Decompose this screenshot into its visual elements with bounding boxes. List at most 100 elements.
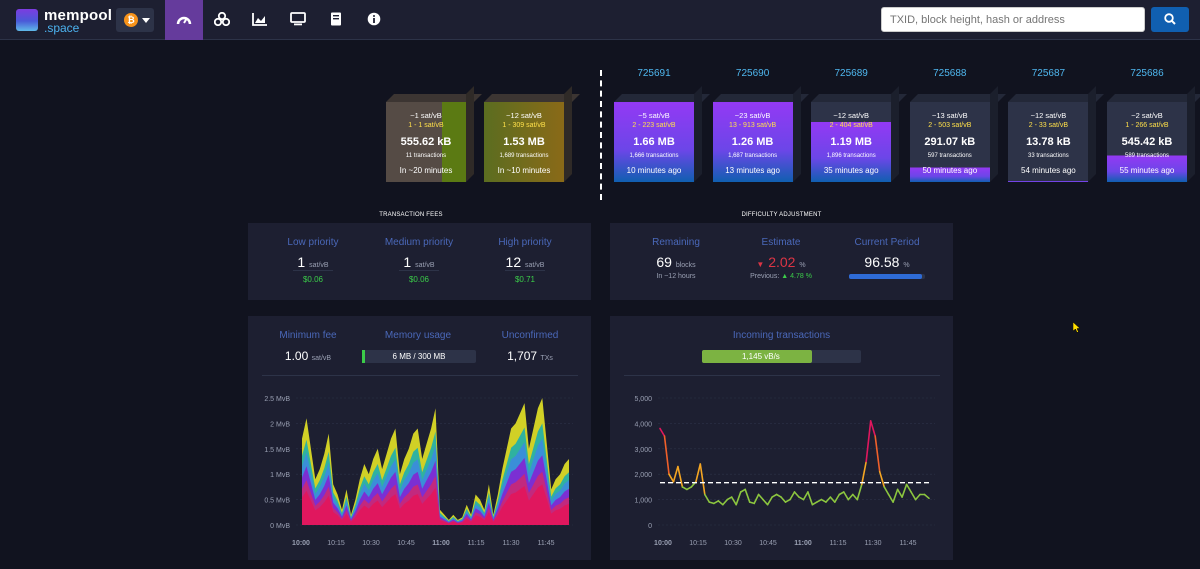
y-tick-label: 0 MvB xyxy=(270,523,290,530)
x-tick-label: 11:00 xyxy=(432,540,450,547)
nav-mining[interactable] xyxy=(203,0,241,40)
block-time: In ~10 minutes xyxy=(497,166,551,175)
block-height-link[interactable]: 725686 xyxy=(1130,68,1164,79)
mined-block[interactable]: ~5 sat/vB 2 - 223 sat/vB 1.66 MB 1,666 tran… xyxy=(614,86,710,182)
min-fee-value: 1.00 sat/vB xyxy=(284,349,332,363)
incoming-label: Incoming transactions xyxy=(732,330,831,341)
search-input[interactable] xyxy=(881,7,1145,32)
block-height-link[interactable]: 725687 xyxy=(1031,68,1066,79)
block-median-fee: ~1 sat/vB xyxy=(410,111,442,120)
x-tick-label: 10:45 xyxy=(397,540,415,547)
estimate-label: Estimate xyxy=(761,237,801,248)
mempool-block[interactable]: ~12 sat/vB 1 - 309 sat/vB 1.53 MB 1,689 tra… xyxy=(484,86,580,182)
block-tx-count: 33 transactions xyxy=(1028,153,1069,159)
block-side xyxy=(694,86,702,182)
block-size: 545.42 kB xyxy=(1121,136,1173,148)
logo-icon xyxy=(16,9,38,31)
previous-adjustment: Previous: ▲ 4.78 % xyxy=(750,273,812,280)
tx-rate-segment xyxy=(829,496,836,503)
block-fee-range: 1 - 309 sat/vB xyxy=(502,122,546,129)
mined-block[interactable]: ~23 sat/vB 13 - 913 sat/vB 1.26 MB 1,687 tr… xyxy=(712,86,809,182)
low-priority-value: 1 sat/vB xyxy=(297,254,329,270)
tx-rate-segment xyxy=(838,491,845,496)
memory-usage-label: Memory usage xyxy=(384,330,452,341)
mempool-logo[interactable]: mempool .space xyxy=(14,6,112,35)
x-tick-label: 11:45 xyxy=(900,540,917,547)
tx-rate-segment xyxy=(659,427,666,437)
tx-rate-segment xyxy=(704,493,711,503)
block-side xyxy=(564,86,572,182)
tx-rate-segment xyxy=(843,491,850,501)
block-height-link[interactable]: 725689 xyxy=(834,68,868,79)
dashboard-icon xyxy=(176,16,192,25)
chevron-down-icon xyxy=(142,18,150,23)
mined-block[interactable]: ~12 sat/vB 2 - 33 sat/vB 13.78 kB 33 transa… xyxy=(1008,86,1105,182)
block-tx-count: 11 transactions xyxy=(405,153,447,159)
estimate-value: ▼ 2.02 % xyxy=(756,254,806,270)
tx-rate-segment xyxy=(757,493,764,501)
network-selector[interactable]: ₿ xyxy=(116,8,154,32)
nav-docs[interactable] xyxy=(317,0,355,40)
tx-rate-segment xyxy=(730,496,737,506)
block-fee-range: 2 - 33 sat/vB xyxy=(1028,122,1069,129)
mined-block[interactable]: ~2 sat/vB 1 - 266 sat/vB 545.42 kB 589 tran… xyxy=(1107,86,1200,182)
y-tick-label: 3,000 xyxy=(634,447,652,454)
tx-rate-segment xyxy=(923,493,930,500)
tx-rate-segment xyxy=(713,500,720,505)
low-priority-usd: $0.06 xyxy=(302,275,324,284)
mined-block[interactable]: ~12 sat/vB 2 - 404 sat/vB 1.19 MB 1,896 tra… xyxy=(811,86,908,182)
tx-rate-segment xyxy=(914,493,921,501)
fee-layer-low xyxy=(302,484,569,525)
memory-usage-value: 6 MB / 300 MB xyxy=(392,352,446,361)
tx-rate-segment xyxy=(887,493,894,503)
divider xyxy=(293,270,333,271)
y-tick-label: 2 MvB xyxy=(270,421,290,428)
block-size: 1.26 MB xyxy=(731,136,774,148)
x-tick-label: 10:15 xyxy=(327,540,345,547)
block-height-link[interactable]: 725690 xyxy=(735,68,770,79)
tx-rate-segment xyxy=(739,488,746,493)
y-tick-label: 4,000 xyxy=(634,421,652,428)
divider xyxy=(624,375,940,376)
block-face xyxy=(1008,102,1089,182)
tx-rate-segment xyxy=(861,460,868,486)
x-tick-label: 11:15 xyxy=(468,540,485,547)
x-tick-label: 10:00 xyxy=(292,540,310,547)
block-size: 1.19 MB xyxy=(830,136,872,148)
y-tick-label: 1 MvB xyxy=(270,472,290,479)
x-tick-label: 11:45 xyxy=(538,540,555,547)
x-tick-label: 10:30 xyxy=(724,540,742,547)
x-tick-label: 11:30 xyxy=(865,540,882,547)
unconfirmed-value: 1,707 TXs xyxy=(507,349,553,363)
current-period-value: 96.58 % xyxy=(864,254,910,270)
tx-rate-segment xyxy=(699,463,706,496)
tx-rate-segment xyxy=(852,493,859,501)
tx-rate-segment xyxy=(820,498,827,503)
tx-rate-segment xyxy=(668,473,675,483)
block-height-link[interactable]: 725691 xyxy=(637,68,671,79)
nav-dashboard[interactable] xyxy=(165,0,203,40)
nav-graphs[interactable] xyxy=(241,0,279,40)
mempool-block[interactable]: ~1 sat/vB 1 - 1 sat/vB 555.62 kB 11 transac… xyxy=(386,86,482,182)
block-size: 1.66 MB xyxy=(633,136,675,148)
tx-rate-segment xyxy=(695,463,702,483)
tx-rate-segment xyxy=(807,491,814,506)
top-navbar: mempool .space ₿ xyxy=(0,0,1200,40)
block-face xyxy=(484,102,564,182)
tx-rate-segment xyxy=(865,420,872,463)
divider xyxy=(262,375,578,376)
tx-rate-segment xyxy=(883,486,890,496)
tx-rate-segment xyxy=(874,435,881,473)
block-time: 13 minutes ago xyxy=(725,166,780,175)
block-time: 50 minutes ago xyxy=(922,166,978,175)
block-median-fee: ~5 sat/vB xyxy=(638,111,670,120)
search-button[interactable] xyxy=(1151,7,1189,32)
medium-priority-usd: $0.06 xyxy=(408,275,430,284)
y-tick-label: 2,000 xyxy=(634,472,652,479)
block-height-link[interactable]: 725688 xyxy=(933,68,967,79)
mined-block[interactable]: ~13 sat/vB 2 - 503 sat/vB 291.07 kB 597 tra… xyxy=(909,86,1006,182)
nav-tv[interactable] xyxy=(279,0,317,40)
tx-rate-segment xyxy=(677,465,684,488)
tx-rate-segment xyxy=(686,486,693,491)
nav-about[interactable] xyxy=(355,0,393,40)
